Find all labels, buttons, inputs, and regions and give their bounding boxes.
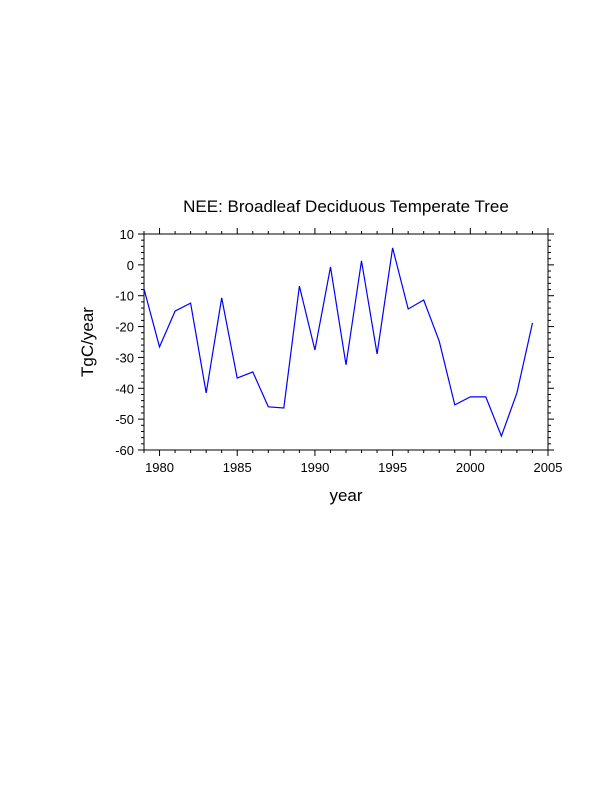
x-tick-label: 1980 (145, 460, 174, 475)
y-tick-label: -40 (115, 381, 134, 396)
series-line-nee (143, 247, 534, 438)
y-tick-label: -60 (115, 443, 134, 458)
y-tick-label: -20 (115, 320, 134, 335)
x-tick-label: 1985 (223, 460, 252, 475)
x-tick-label: 2005 (534, 460, 563, 475)
y-axis-label: TgC/year (78, 307, 97, 377)
x-tick-label: 2000 (456, 460, 485, 475)
y-tick-label: -50 (115, 412, 134, 427)
y-tick-label: -30 (115, 350, 134, 365)
x-axis-label: year (329, 486, 362, 505)
plot-frame (143, 233, 549, 451)
y-tick-label: 10 (120, 227, 134, 242)
y-tick-label: -10 (115, 289, 134, 304)
chart-title: NEE: Broadleaf Deciduous Temperate Tree (183, 197, 509, 216)
x-tick-label: 1995 (378, 460, 407, 475)
y-tick-label: 0 (127, 258, 134, 273)
x-tick-label: 1990 (300, 460, 329, 475)
